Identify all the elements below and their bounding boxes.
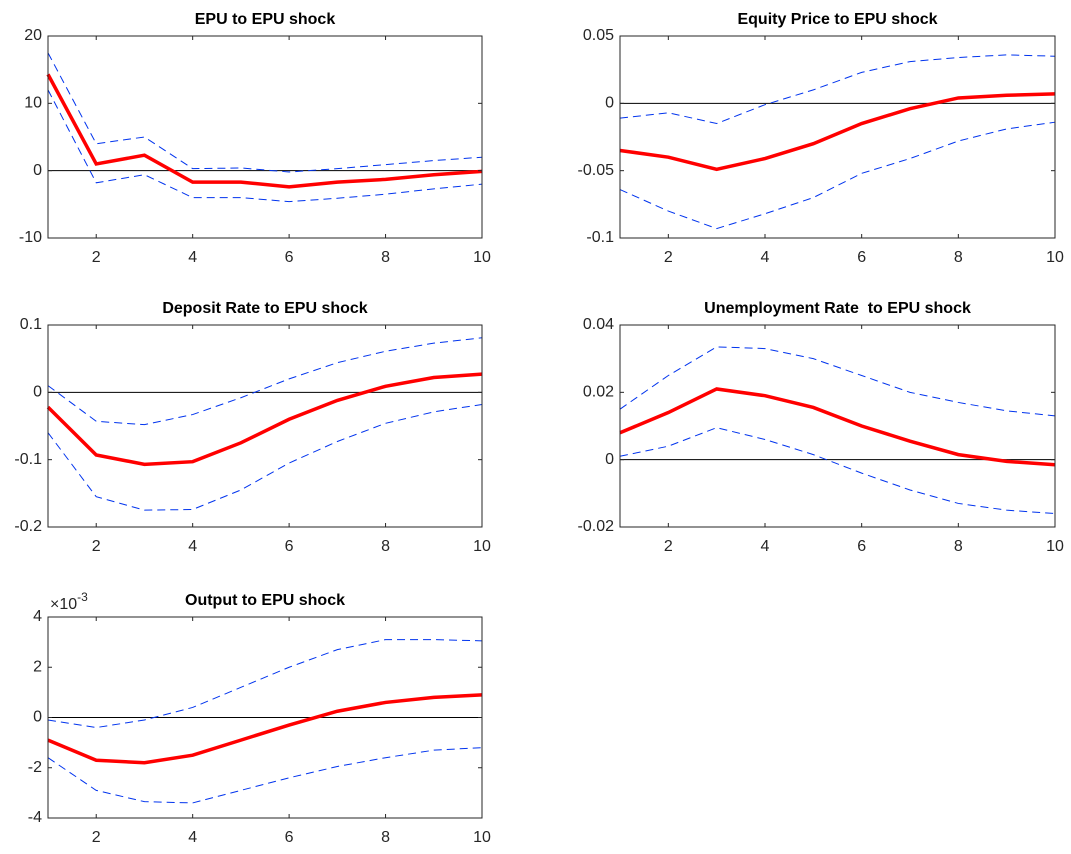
y-tick-label: 4 [33,608,42,625]
x-tick-label: 10 [473,829,491,846]
subplot: Equity Price to EPU shock 2 4 6 8 10 -0.1 -0.05… [578,11,1064,266]
scale-base: ×10 [50,596,77,613]
subplot-title: Output to EPU shock [185,592,345,609]
x-tick-label: 8 [954,538,963,555]
x-tick-label: 2 [92,249,101,266]
y-tick-label: 20 [24,27,42,44]
x-tick-label: 6 [857,249,866,266]
confidence-band [619,121,1056,230]
x-tick-label: 6 [857,538,866,555]
x-tick-label: 8 [381,249,390,266]
subplot-title: Unemployment Rate to EPU shock [704,300,971,317]
impulse-response [46,73,483,189]
y-tick-label: 0 [605,451,614,468]
y-tick-label: 2 [33,658,42,675]
x-tick-label: 8 [954,249,963,266]
subplot-title: EPU to EPU shock [195,11,336,28]
axes-frame [47,324,483,528]
x-tick-label: 2 [664,538,673,555]
x-tick-label: 6 [285,829,294,846]
x-tick-label: 6 [285,249,294,266]
x-tick-label: 10 [1046,249,1064,266]
x-tick-label: 2 [664,249,673,266]
subplot-title: Equity Price to EPU shock [737,11,937,28]
impulse-response [619,387,1056,467]
y-tick-label: -0.1 [14,451,42,468]
subplot: Unemployment Rate to EPU shock 2 4 6 8 10 -0.0… [578,300,1064,555]
confidence-band [619,346,1056,417]
x-tick-label: 4 [761,249,770,266]
y-tick-label: 0 [33,384,42,401]
confidence-band [47,403,483,511]
y-tick-label: 0.1 [20,316,42,333]
x-tick-label: 4 [188,538,197,555]
confidence-band [47,52,483,173]
x-tick-label: 6 [285,538,294,555]
y-tick-label: 10 [24,95,42,112]
subplot: Output to EPU shock ×10-3 2 4 6 8 10 -4 -2 0 2 4 [28,590,491,846]
confidence-band [47,337,483,426]
scale-exponent: -3 [77,590,88,604]
axes-frame [47,35,483,239]
y-tick-label: 0 [33,709,42,726]
x-tick-label: 10 [1046,538,1064,555]
subplot-title: Deposit Rate to EPU shock [162,300,367,317]
y-tick-label: -0.05 [578,162,615,179]
subplot: EPU to EPU shock 2 4 6 8 10 -10 0 10 20 [19,11,491,266]
x-tick-label: 4 [188,249,197,266]
confidence-band [47,747,483,804]
x-tick-label: 4 [188,829,197,846]
y-tick-label: -10 [19,229,42,246]
y-tick-label: -0.1 [586,229,614,246]
y-tick-label: -2 [28,759,42,776]
y-tick-label: 0.02 [583,384,614,401]
axes-frame [619,35,1056,239]
y-tick-label: -4 [28,809,42,826]
x-tick-label: 2 [92,538,101,555]
y-tick-label: -0.02 [578,518,615,535]
y-tick-label: -0.2 [14,518,42,535]
y-tick-label: 0 [605,95,614,112]
x-tick-label: 4 [761,538,770,555]
x-tick-label: 8 [381,829,390,846]
impulse-response [47,693,483,765]
impulse-response [619,92,1056,172]
confidence-band [619,54,1056,125]
y-tick-label: 0.05 [583,27,614,44]
y-tick-label: 0 [33,162,42,179]
confidence-band [47,89,483,203]
axes-frame [619,324,1056,528]
axes-frame [47,616,483,819]
x-tick-label: 10 [473,249,491,266]
x-tick-label: 8 [381,538,390,555]
impulse-response [46,372,483,467]
subplot: Deposit Rate to EPU shock 2 4 6 8 10 -0.2 -0.1 0… [14,300,491,555]
x-tick-label: 10 [473,538,491,555]
x-tick-label: 2 [92,829,101,846]
confidence-band [47,639,483,729]
y-tick-label: 0.04 [583,316,614,333]
y-scale-label: ×10-3 [50,590,88,613]
confidence-band [619,427,1056,515]
